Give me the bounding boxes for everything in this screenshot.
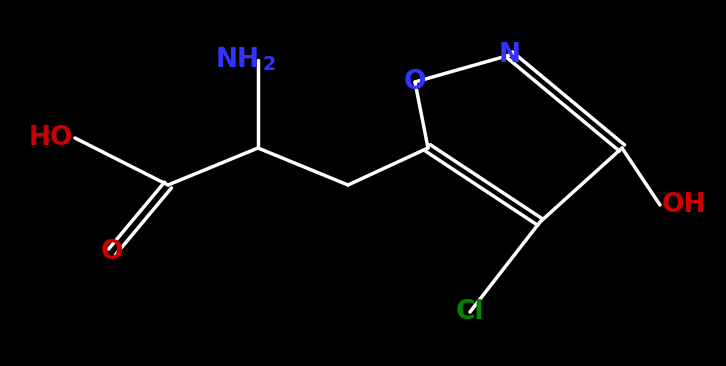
Text: O: O bbox=[101, 239, 123, 265]
Text: HO: HO bbox=[28, 125, 73, 151]
Text: 2: 2 bbox=[262, 55, 275, 74]
Text: O: O bbox=[404, 69, 426, 95]
Text: NH: NH bbox=[216, 47, 260, 73]
Text: N: N bbox=[499, 42, 521, 68]
Text: OH: OH bbox=[662, 192, 706, 218]
Text: Cl: Cl bbox=[456, 299, 484, 325]
